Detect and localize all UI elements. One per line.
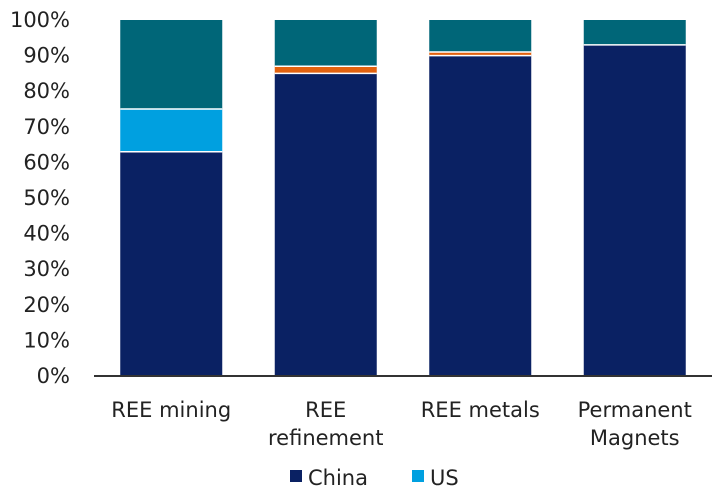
bar-segment bbox=[429, 52, 532, 56]
bar-segment bbox=[120, 109, 223, 152]
y-tick-label: 40% bbox=[23, 222, 70, 246]
bar-segment bbox=[274, 73, 377, 377]
y-tick-label: 90% bbox=[23, 44, 70, 68]
y-tick-label: 0% bbox=[37, 364, 70, 388]
y-tick-label: 80% bbox=[23, 79, 70, 103]
y-tick-label: 60% bbox=[23, 150, 70, 174]
bars-group bbox=[120, 20, 686, 377]
y-tick-label: 20% bbox=[23, 293, 70, 317]
x-category-label: Permanent bbox=[578, 398, 692, 422]
bar-segment bbox=[429, 20, 532, 53]
legend-swatch bbox=[290, 470, 302, 482]
y-tick-label: 30% bbox=[23, 257, 70, 281]
x-category-label: REE metals bbox=[421, 398, 540, 422]
legend-label: US bbox=[430, 466, 459, 490]
bar-segment bbox=[120, 20, 223, 109]
x-category-label: refinement bbox=[268, 426, 383, 450]
x-axis-labels: REE mining REE refinement REE metals Permane… bbox=[111, 398, 692, 450]
y-axis-ticks: 0% 10% 20% 30% 40% 50% 60% 70% 80% 90% 100% bbox=[10, 8, 70, 388]
y-tick-label: 70% bbox=[23, 115, 70, 139]
bar-segment bbox=[583, 44, 686, 377]
y-tick-label: 100% bbox=[10, 8, 70, 32]
y-tick-label: 50% bbox=[23, 186, 70, 210]
legend-label: China bbox=[308, 466, 368, 490]
legend: China US bbox=[290, 466, 459, 490]
bar-segment bbox=[274, 20, 377, 67]
x-category-label: Magnets bbox=[590, 426, 680, 450]
bar-segment bbox=[274, 66, 377, 74]
bar-segment bbox=[120, 151, 223, 376]
legend-swatch bbox=[412, 470, 424, 482]
bar-segment bbox=[429, 55, 532, 376]
bar-segment bbox=[583, 20, 686, 45]
x-category-label: REE mining bbox=[111, 398, 231, 422]
y-tick-label: 10% bbox=[23, 328, 70, 352]
x-category-label: REE bbox=[305, 398, 346, 422]
